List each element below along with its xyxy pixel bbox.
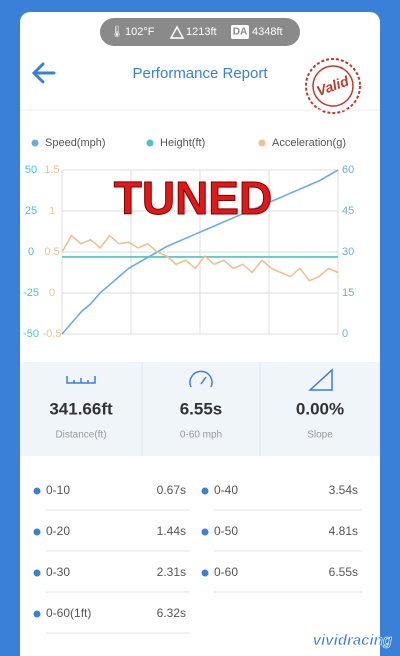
stat-label: 0-60 mph	[180, 430, 222, 441]
time-value: 3.54s	[329, 483, 358, 497]
mountain-icon	[169, 25, 185, 39]
density-altitude: 4348ft	[252, 26, 283, 38]
time-value: 0.67s	[157, 483, 186, 497]
y-tick-label: 15	[342, 287, 354, 299]
legend-label: Acceleration(g)	[272, 137, 346, 149]
legend-dot	[31, 139, 39, 147]
slope-icon	[308, 368, 333, 391]
gauge-needle	[200, 376, 207, 385]
legend-dot	[146, 139, 154, 147]
time-dot	[201, 487, 209, 495]
legend-label: Height(ft)	[160, 137, 205, 149]
stamp-ring	[305, 58, 361, 114]
time-label: 0-10	[46, 483, 70, 497]
y-tick-label: -25	[23, 287, 39, 299]
thermo-icon: 🌡	[110, 25, 124, 38]
y-tick-label: 0	[28, 246, 34, 258]
time-label: 0-60	[214, 565, 238, 579]
annotation: TUNED	[114, 172, 272, 224]
back-button[interactable]	[31, 62, 56, 84]
time-value: 4.81s	[329, 524, 358, 538]
time-value: 6.32s	[157, 606, 186, 620]
legend-label: Speed(mph)	[45, 137, 106, 149]
page-title: Performance Report	[132, 65, 268, 82]
time-label: 0-40	[214, 483, 238, 497]
y-tick-label: 60	[342, 164, 354, 176]
time-dot	[33, 569, 41, 577]
height: 1213ft	[186, 26, 217, 38]
y-tick-label: 0.5	[44, 246, 59, 258]
y-tick-label: 50	[25, 164, 37, 176]
time-dot	[33, 487, 41, 495]
ruler-icon	[66, 376, 96, 384]
da-label: DA	[233, 27, 247, 38]
stat-label: Slope	[307, 430, 333, 441]
y-tick-label: 30	[342, 246, 354, 258]
time-dot	[33, 528, 41, 536]
stat-value: 341.66ft	[49, 399, 113, 418]
y-tick-label: 0	[342, 328, 348, 340]
y-tick-label: -0.5	[43, 328, 62, 340]
y-tick-label: 0	[49, 287, 55, 299]
stats-band	[20, 362, 380, 456]
stat-value: 0.00%	[296, 399, 344, 418]
y-tick-label: 45	[342, 205, 354, 217]
y-tick-label: 1.5	[44, 164, 59, 176]
time-dot	[201, 528, 209, 536]
time-label: 0-50	[214, 524, 238, 538]
time-value: 6.55s	[329, 565, 358, 579]
series-line	[61, 169, 339, 335]
series-line	[61, 234, 339, 282]
y-tick-label: 1	[49, 205, 55, 217]
time-label: 0-20	[46, 524, 70, 538]
gauge-icon	[189, 370, 213, 388]
time-dot	[201, 569, 209, 577]
time-label: 0-60(1ft)	[46, 606, 91, 620]
time-dot	[33, 610, 41, 618]
legend-dot	[258, 139, 266, 147]
time-value: 1.44s	[157, 524, 186, 538]
stat-value: 6.55s	[180, 399, 223, 418]
time-value: 2.31s	[157, 565, 186, 579]
y-tick-label: -50	[23, 328, 39, 340]
time-label: 0-30	[46, 565, 70, 579]
temperature: 102°F	[125, 26, 155, 38]
stat-label: Distance(ft)	[55, 430, 106, 441]
da-box	[231, 25, 249, 39]
stamp-inner	[312, 65, 354, 107]
y-tick-label: 25	[25, 205, 37, 217]
watermark: vividracing	[313, 632, 392, 649]
status-pill	[100, 18, 300, 46]
